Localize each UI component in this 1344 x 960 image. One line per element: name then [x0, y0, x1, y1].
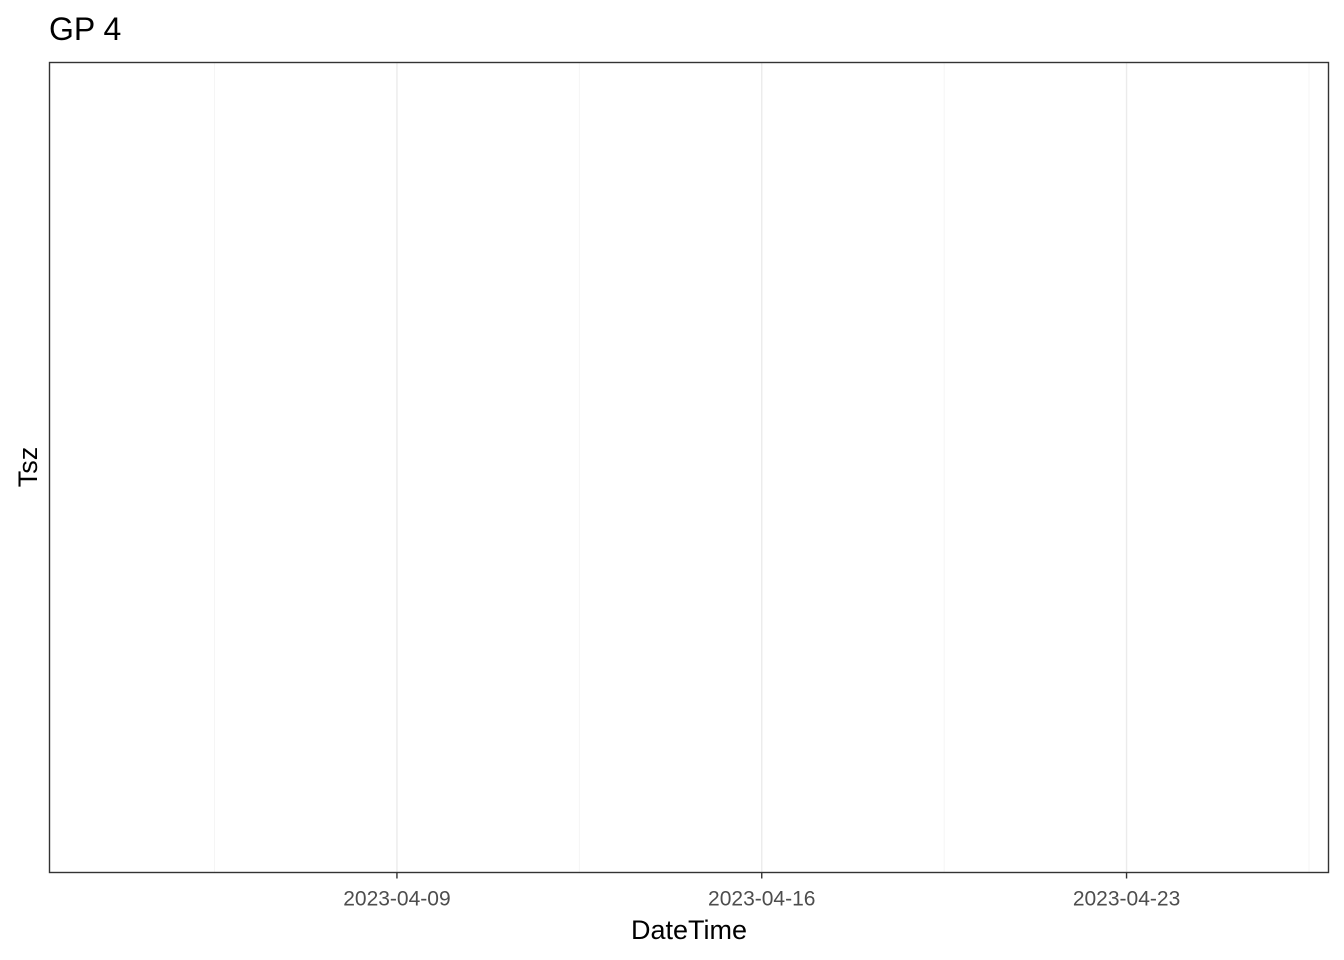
x-tick-label: 2023-04-23 — [1073, 888, 1180, 911]
panel-background — [49, 62, 1329, 873]
chart-title: GP 4 — [49, 11, 122, 47]
x-tick-label: 2023-04-09 — [343, 888, 450, 911]
panel-border — [48, 61, 1330, 874]
x-axis-title: DateTime — [630, 915, 748, 945]
x-tick-label: 2023-04-16 — [708, 888, 815, 911]
